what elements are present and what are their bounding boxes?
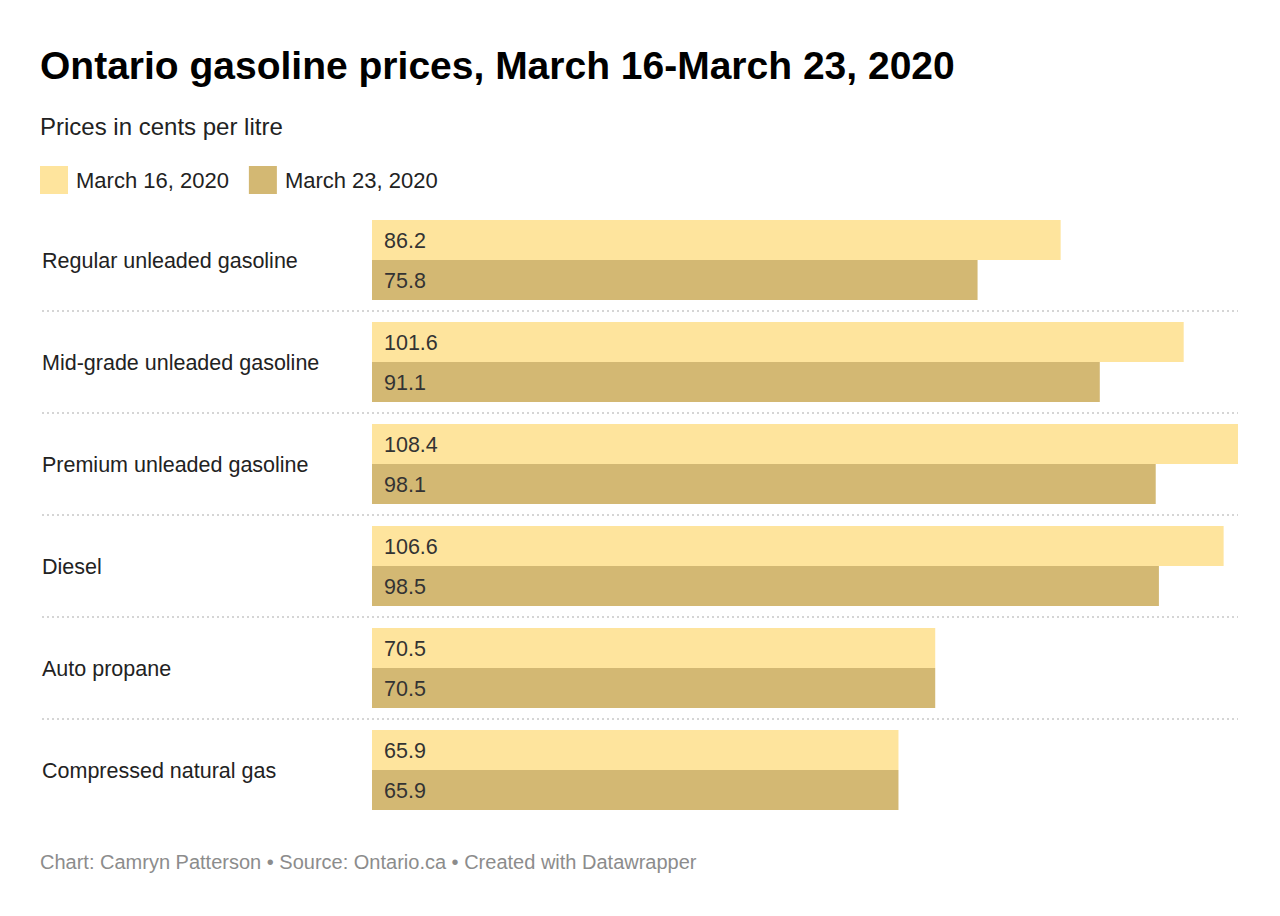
caption: Chart: Camryn Patterson • Source: Ontari… <box>40 851 697 873</box>
data-label: 98.1 <box>384 473 426 497</box>
title: Ontario gasoline prices, March 16-March … <box>40 44 955 87</box>
bar <box>372 220 1061 260</box>
data-label: 101.6 <box>384 331 438 355</box>
bar <box>372 260 978 300</box>
data-label: 98.5 <box>384 575 426 599</box>
data-label: 106.6 <box>384 535 438 559</box>
row-separator <box>42 310 1238 312</box>
subtitle: Prices in cents per litre <box>40 113 283 140</box>
row-separator <box>42 514 1238 516</box>
bar <box>372 424 1238 464</box>
legend-swatch <box>249 166 277 194</box>
legend-swatch <box>40 166 68 194</box>
bar <box>372 464 1156 504</box>
data-label: 65.9 <box>384 779 426 803</box>
chart-container: Ontario gasoline prices, March 16-March … <box>0 0 1280 916</box>
bar <box>372 628 935 668</box>
bar <box>372 668 935 708</box>
row-separator <box>42 718 1238 720</box>
row-separator <box>42 616 1238 618</box>
legend-label: March 23, 2020 <box>285 168 438 193</box>
bar <box>372 730 898 770</box>
data-label: 70.5 <box>384 637 426 661</box>
row-separator <box>42 412 1238 414</box>
bar <box>372 322 1184 362</box>
data-label: 65.9 <box>384 739 426 763</box>
data-label: 91.1 <box>384 371 426 395</box>
bar <box>372 770 898 810</box>
data-label: 108.4 <box>384 433 438 457</box>
bar <box>372 526 1224 566</box>
data-label: 86.2 <box>384 229 426 253</box>
legend-label: March 16, 2020 <box>76 168 229 193</box>
background <box>0 0 1280 916</box>
bar <box>372 566 1159 606</box>
category-label: Compressed natural gas <box>42 759 276 783</box>
category-label: Diesel <box>42 555 102 579</box>
category-label: Regular unleaded gasoline <box>42 249 298 273</box>
data-label: 75.8 <box>384 269 426 293</box>
data-label: 70.5 <box>384 677 426 701</box>
bar <box>372 362 1100 402</box>
category-label: Auto propane <box>42 657 171 681</box>
category-label: Premium unleaded gasoline <box>42 453 309 477</box>
labels: Regular unleaded gasoline 86.2 75.8 Mid-gra… <box>42 229 438 803</box>
category-label: Mid-grade unleaded gasoline <box>42 351 319 375</box>
page: {"chart_data": { "type": "bar", "orienta… <box>0 0 1280 916</box>
chart: Ontario gasoline prices, March 16-March … <box>0 0 1280 916</box>
